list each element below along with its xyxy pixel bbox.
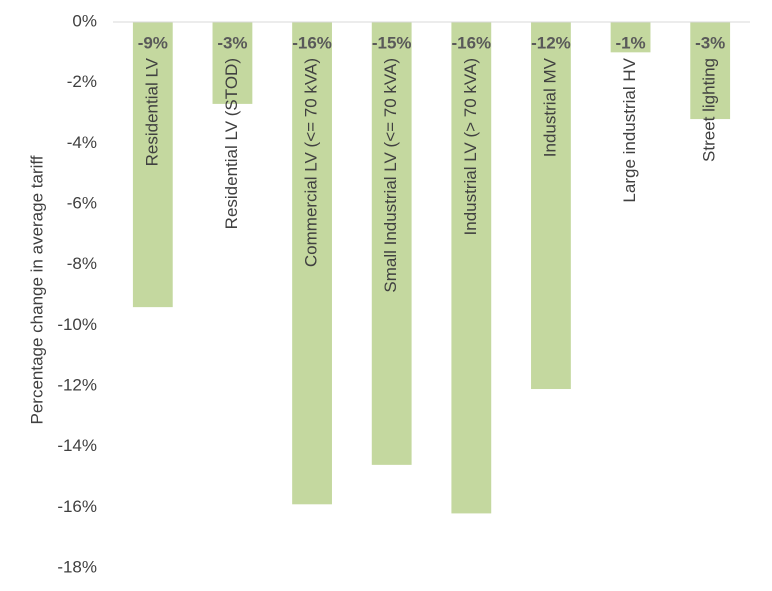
x-tick-label: Industrial LV (> 70 kVA) (461, 58, 480, 235)
y-tick-label: -18% (57, 557, 97, 576)
value-label: -3% (217, 33, 247, 52)
value-label: -16% (451, 33, 491, 52)
x-tick-label: Residential LV (STOD) (222, 58, 241, 229)
value-label: -9% (138, 33, 168, 52)
bar (292, 22, 332, 505)
y-tick-label: -8% (67, 254, 97, 273)
bar (690, 22, 731, 120)
y-tick-label: -16% (57, 497, 97, 516)
value-label: -15% (372, 33, 412, 52)
value-label: -12% (531, 33, 571, 52)
value-label: -1% (615, 33, 645, 52)
x-tick-label: Industrial MV (540, 57, 559, 157)
y-tick-label: -10% (57, 315, 97, 334)
y-tick-label: -4% (67, 133, 97, 152)
y-tick-label: -14% (57, 436, 97, 455)
y-tick-label: -2% (67, 72, 97, 91)
x-tick-label: Commercial LV (<= 70 kVA) (302, 58, 321, 267)
y-tick-label: -12% (57, 375, 97, 394)
value-label: -3% (695, 33, 725, 52)
bar (610, 22, 651, 53)
x-tick-label: Large industrial HV (620, 57, 639, 202)
x-tick-label: Small Industrial LV (<= 70 kVA) (381, 58, 400, 293)
bar (531, 22, 571, 390)
y-tick-label: -6% (67, 193, 97, 212)
y-tick-label: 0% (72, 11, 97, 30)
value-label: -16% (292, 33, 332, 52)
bar (132, 22, 173, 308)
y-axis-label: Percentage change in average tariff (27, 155, 46, 424)
x-tick-label: Street lighting (700, 58, 719, 162)
bar (371, 22, 412, 465)
bar (451, 22, 492, 514)
bar (212, 22, 253, 104)
x-tick-label: Residential LV (142, 57, 161, 166)
